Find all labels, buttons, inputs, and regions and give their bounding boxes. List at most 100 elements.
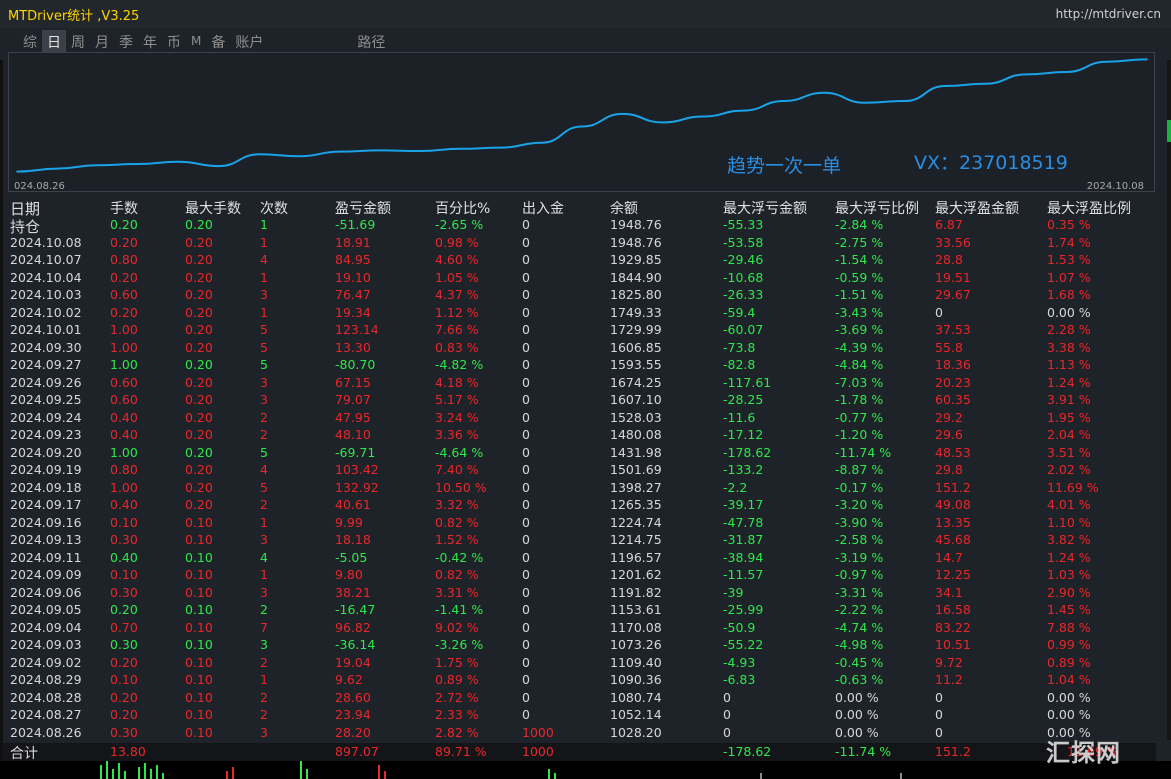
cell-count: 1 <box>260 514 268 530</box>
volume-tick <box>378 765 380 779</box>
cell-max-drawdown: -11.57 <box>723 567 764 582</box>
cell-max-lots: 0.20 <box>185 217 213 232</box>
cell-count: 1 <box>260 234 268 250</box>
left-edge <box>0 60 3 779</box>
tab-yearly[interactable]: 年 <box>143 35 157 51</box>
cell-max-float-profit: 0 <box>935 724 943 740</box>
cell-cash-flow: 0 <box>522 462 530 477</box>
table-row: 2024.08.26 0.30 0.10 3 28.20 2.82 % 1000 1028.2… <box>0 724 1160 742</box>
cell-max-float-profit: 151.2 <box>935 479 971 495</box>
tab-currency[interactable]: 币 <box>167 35 181 51</box>
cell-lots: 0.30 <box>110 584 138 600</box>
cell-date: 2024.08.27 <box>10 707 82 722</box>
total-percent: 89.71 % <box>435 744 487 759</box>
tab-notes[interactable]: 备 <box>211 35 226 51</box>
cell-count: 5 <box>260 479 268 495</box>
volume-tick <box>554 773 556 779</box>
header-max-drawdown-pct: 最大浮亏比例 <box>835 201 919 217</box>
volume-tick <box>138 767 140 779</box>
balance-point <box>177 160 180 163</box>
cell-max-drawdown: -39 <box>723 584 744 600</box>
cell-balance: 1080.74 <box>610 689 662 705</box>
cell-cash-flow: 0 <box>522 689 530 705</box>
cell-max-lots: 0.10 <box>185 549 213 565</box>
cell-count: 3 <box>260 287 268 302</box>
cell-max-drawdown: -31.87 <box>723 532 764 547</box>
cell-date: 2024.08.26 <box>10 724 82 740</box>
cell-pnl: 123.14 <box>335 322 379 337</box>
volume-tick <box>100 765 102 779</box>
cell-percent: 4.18 % <box>435 374 479 390</box>
cell-max-lots: 0.20 <box>185 269 213 285</box>
cell-cash-flow: 0 <box>522 287 530 302</box>
cell-max-lots: 0.10 <box>185 654 213 670</box>
cell-balance: 1196.57 <box>610 549 662 565</box>
cell-pnl: 9.80 <box>335 567 363 582</box>
tab-monthly[interactable]: 月 <box>95 35 109 51</box>
tab-summary[interactable]: 综 <box>23 35 37 51</box>
cell-balance: 1398.27 <box>610 479 662 495</box>
cell-date: 2024.10.01 <box>10 322 82 337</box>
cell-balance: 1749.33 <box>610 304 662 320</box>
cell-pnl: 67.15 <box>335 374 371 390</box>
cell-max-float-profit: 11.2 <box>935 672 963 687</box>
cell-max-float-profit-pct: 1.24 % <box>1047 374 1091 390</box>
cell-pnl: 18.18 <box>335 532 371 547</box>
tab-magic[interactable]: M <box>191 34 202 48</box>
cell-max-drawdown: 0 <box>723 724 731 740</box>
cell-cash-flow: 0 <box>522 234 530 250</box>
balance-point <box>1065 71 1068 73</box>
cell-max-float-profit: 20.23 <box>935 374 971 390</box>
cell-max-drawdown-pct: -3.43 % <box>835 304 884 320</box>
cell-max-float-profit: 19.51 <box>935 269 971 285</box>
cell-pnl: 28.60 <box>335 689 371 705</box>
cell-balance: 1431.98 <box>610 444 662 460</box>
cell-max-drawdown: -73.8 <box>723 339 756 355</box>
total-row: 合计 13.80 897.07 89.71 % 1000 -178.62 -11… <box>3 743 1156 762</box>
balance-point <box>742 109 745 112</box>
cell-pnl: 76.47 <box>335 287 371 302</box>
cell-date: 2024.09.23 <box>10 427 82 442</box>
cell-lots: 0.20 <box>110 654 138 670</box>
volume-tick <box>124 771 126 779</box>
cell-max-lots: 0.10 <box>185 514 213 530</box>
cell-lots: 0.60 <box>110 287 138 302</box>
cell-cash-flow: 0 <box>522 252 530 267</box>
cell-count: 1 <box>260 672 268 687</box>
cell-cash-flow: 0 <box>522 567 530 582</box>
cell-max-float-profit-pct: 1.74 % <box>1047 234 1091 250</box>
header-max-float-profit: 最大浮盈金额 <box>935 201 1019 217</box>
cell-max-float-profit-pct: 0.89 % <box>1047 654 1091 670</box>
cell-lots: 0.20 <box>110 304 138 320</box>
tab-daily[interactable]: 日 <box>42 30 66 52</box>
tab-path[interactable]: 路径 <box>357 35 386 51</box>
tab-quarterly[interactable]: 季 <box>119 35 133 51</box>
tab-account[interactable]: 账户 <box>235 35 264 51</box>
cell-max-float-profit-pct: 1.24 % <box>1047 549 1091 565</box>
cell-pnl: 40.61 <box>335 497 371 512</box>
cell-max-lots: 0.20 <box>185 392 213 407</box>
cell-date: 2024.09.04 <box>10 619 82 635</box>
cell-date: 2024.09.24 <box>10 409 82 425</box>
cell-max-float-profit-pct: 1.68 % <box>1047 287 1091 302</box>
title-bar: MTDriver统计 ,V3.25 http://mtdriver.cn <box>0 0 1171 28</box>
cell-pnl: -5.05 <box>335 549 368 565</box>
cell-pnl: 84.95 <box>335 252 371 267</box>
cell-date: 持仓 <box>10 218 41 236</box>
tab-weekly[interactable]: 周 <box>71 35 85 51</box>
cell-max-drawdown: -50.9 <box>723 619 756 635</box>
site-url-link[interactable]: http://mtdriver.cn <box>1055 7 1161 21</box>
cell-max-drawdown-pct: -1.20 % <box>835 427 884 442</box>
cell-count: 3 <box>260 374 268 390</box>
balance-point <box>540 141 543 144</box>
cell-max-drawdown: -117.61 <box>723 374 772 390</box>
cell-percent: 2.82 % <box>435 724 479 740</box>
cell-max-drawdown-pct: -2.84 % <box>835 217 884 232</box>
cell-count: 2 <box>260 409 268 425</box>
total-max-float-profit: 151.2 <box>935 744 971 759</box>
cell-max-drawdown-pct: -0.97 % <box>835 567 884 582</box>
cell-percent: 1.75 % <box>435 654 479 670</box>
cell-max-drawdown: -39.17 <box>723 497 764 512</box>
balance-point <box>96 164 99 166</box>
cell-pnl: 103.42 <box>335 462 379 477</box>
